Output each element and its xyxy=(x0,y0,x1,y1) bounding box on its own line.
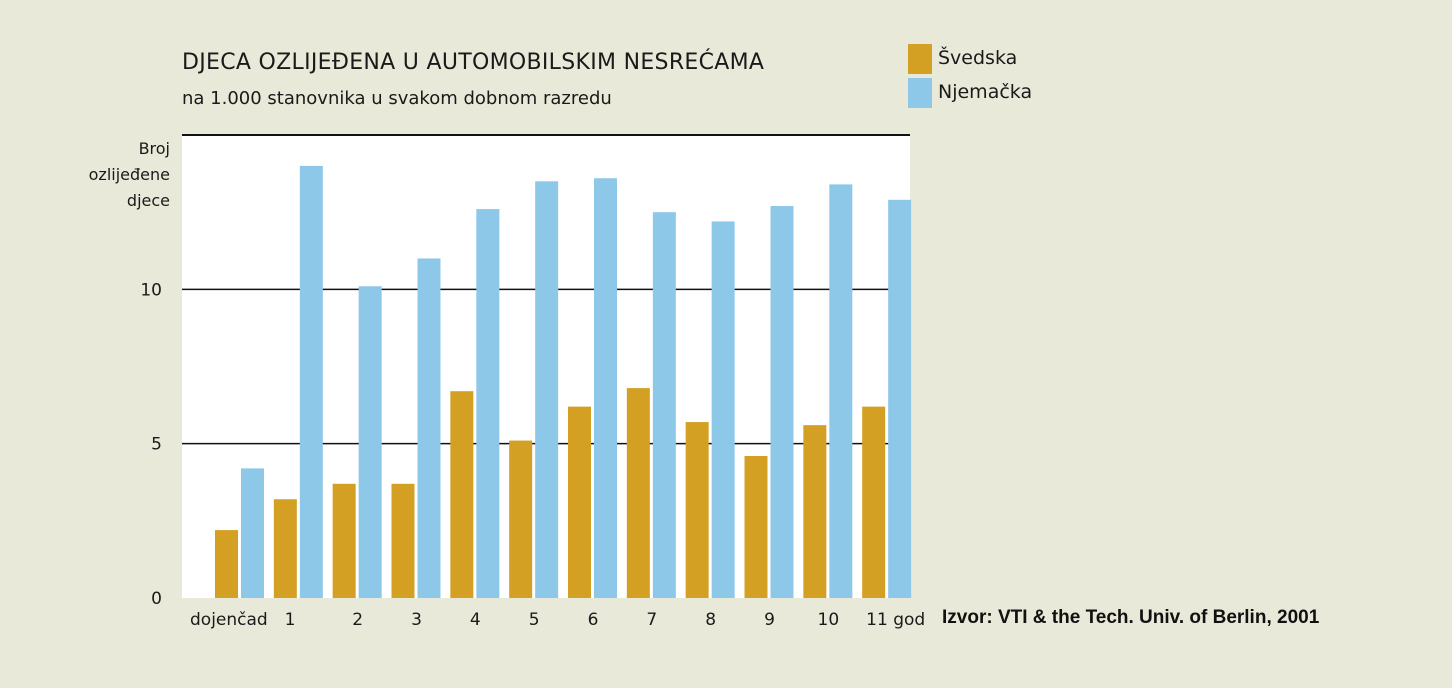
x-tick-label-4: 4 xyxy=(470,610,481,630)
bar-svedska-6 xyxy=(568,406,591,598)
x-tick-label-3: 3 xyxy=(411,610,422,630)
bar-njemacka-2 xyxy=(358,286,382,598)
bar-njemacka-11 xyxy=(888,199,912,598)
bar-njemacka-10 xyxy=(829,184,853,599)
y-tick-label-0: 0 xyxy=(151,589,162,609)
legend-swatch-svedska xyxy=(908,44,932,74)
legend-label-njemacka: Njemačka xyxy=(938,81,1033,103)
y-axis-label: Broj ozlijeđene djece xyxy=(88,139,170,210)
bar-svedska-11 xyxy=(862,406,886,598)
legend: Švedska Njemačka xyxy=(908,44,1068,112)
bar-njemacka-1 xyxy=(299,165,323,598)
bar-njemacka-5 xyxy=(535,181,559,599)
bar-svedska-4 xyxy=(450,391,474,598)
chart-title: DJECA OZLIJEĐENA U AUTOMOBILSKIM NESREĆA… xyxy=(182,50,765,75)
bar-svedska-10 xyxy=(803,425,827,598)
bar-njemacka-6 xyxy=(594,178,617,599)
bar-njemacka-3 xyxy=(417,258,441,598)
bar-svedska-3 xyxy=(391,483,415,598)
bar-njemacka-0 xyxy=(241,468,264,598)
legend-swatch-njemacka xyxy=(908,78,932,108)
y-tick-label-10: 10 xyxy=(140,280,162,300)
x-tick-label-11: 11 god xyxy=(866,610,925,630)
bar-svedska-5 xyxy=(509,440,533,598)
y-tick-label-5: 5 xyxy=(151,435,162,455)
legend-item-njemacka: Njemačka xyxy=(908,78,1068,112)
bar-svedska-9 xyxy=(744,456,768,598)
bar-svedska-8 xyxy=(685,422,709,598)
x-tick-label-1: 1 xyxy=(285,610,296,630)
source-note: Izvor: VTI & the Tech. Univ. of Berlin, … xyxy=(942,607,1320,628)
x-tick-label-2: 2 xyxy=(352,610,363,630)
legend-item-svedska: Švedska xyxy=(908,44,1068,78)
bar-njemacka-9 xyxy=(770,205,794,598)
bar-njemacka-8 xyxy=(711,221,735,598)
x-tick-label-9: 9 xyxy=(764,610,775,630)
chart-subtitle: na 1.000 stanovnika u svakom dobnom razr… xyxy=(182,88,612,109)
bar-svedska-1 xyxy=(273,499,297,598)
bar-svedska-2 xyxy=(332,483,356,598)
x-tick-label-6: 6 xyxy=(588,610,599,630)
x-tick-label-5: 5 xyxy=(529,610,540,630)
x-tick-label-10: 10 xyxy=(818,610,840,630)
legend-label-svedska: Švedska xyxy=(938,47,1018,69)
bar-svedska-0 xyxy=(215,530,238,598)
x-tick-label-0: dojenčad xyxy=(190,610,268,630)
x-tick-label-7: 7 xyxy=(646,610,657,630)
x-tick-label-8: 8 xyxy=(705,610,716,630)
bar-njemacka-4 xyxy=(476,209,500,598)
bar-svedska-7 xyxy=(626,388,650,598)
bar-njemacka-7 xyxy=(652,212,676,598)
